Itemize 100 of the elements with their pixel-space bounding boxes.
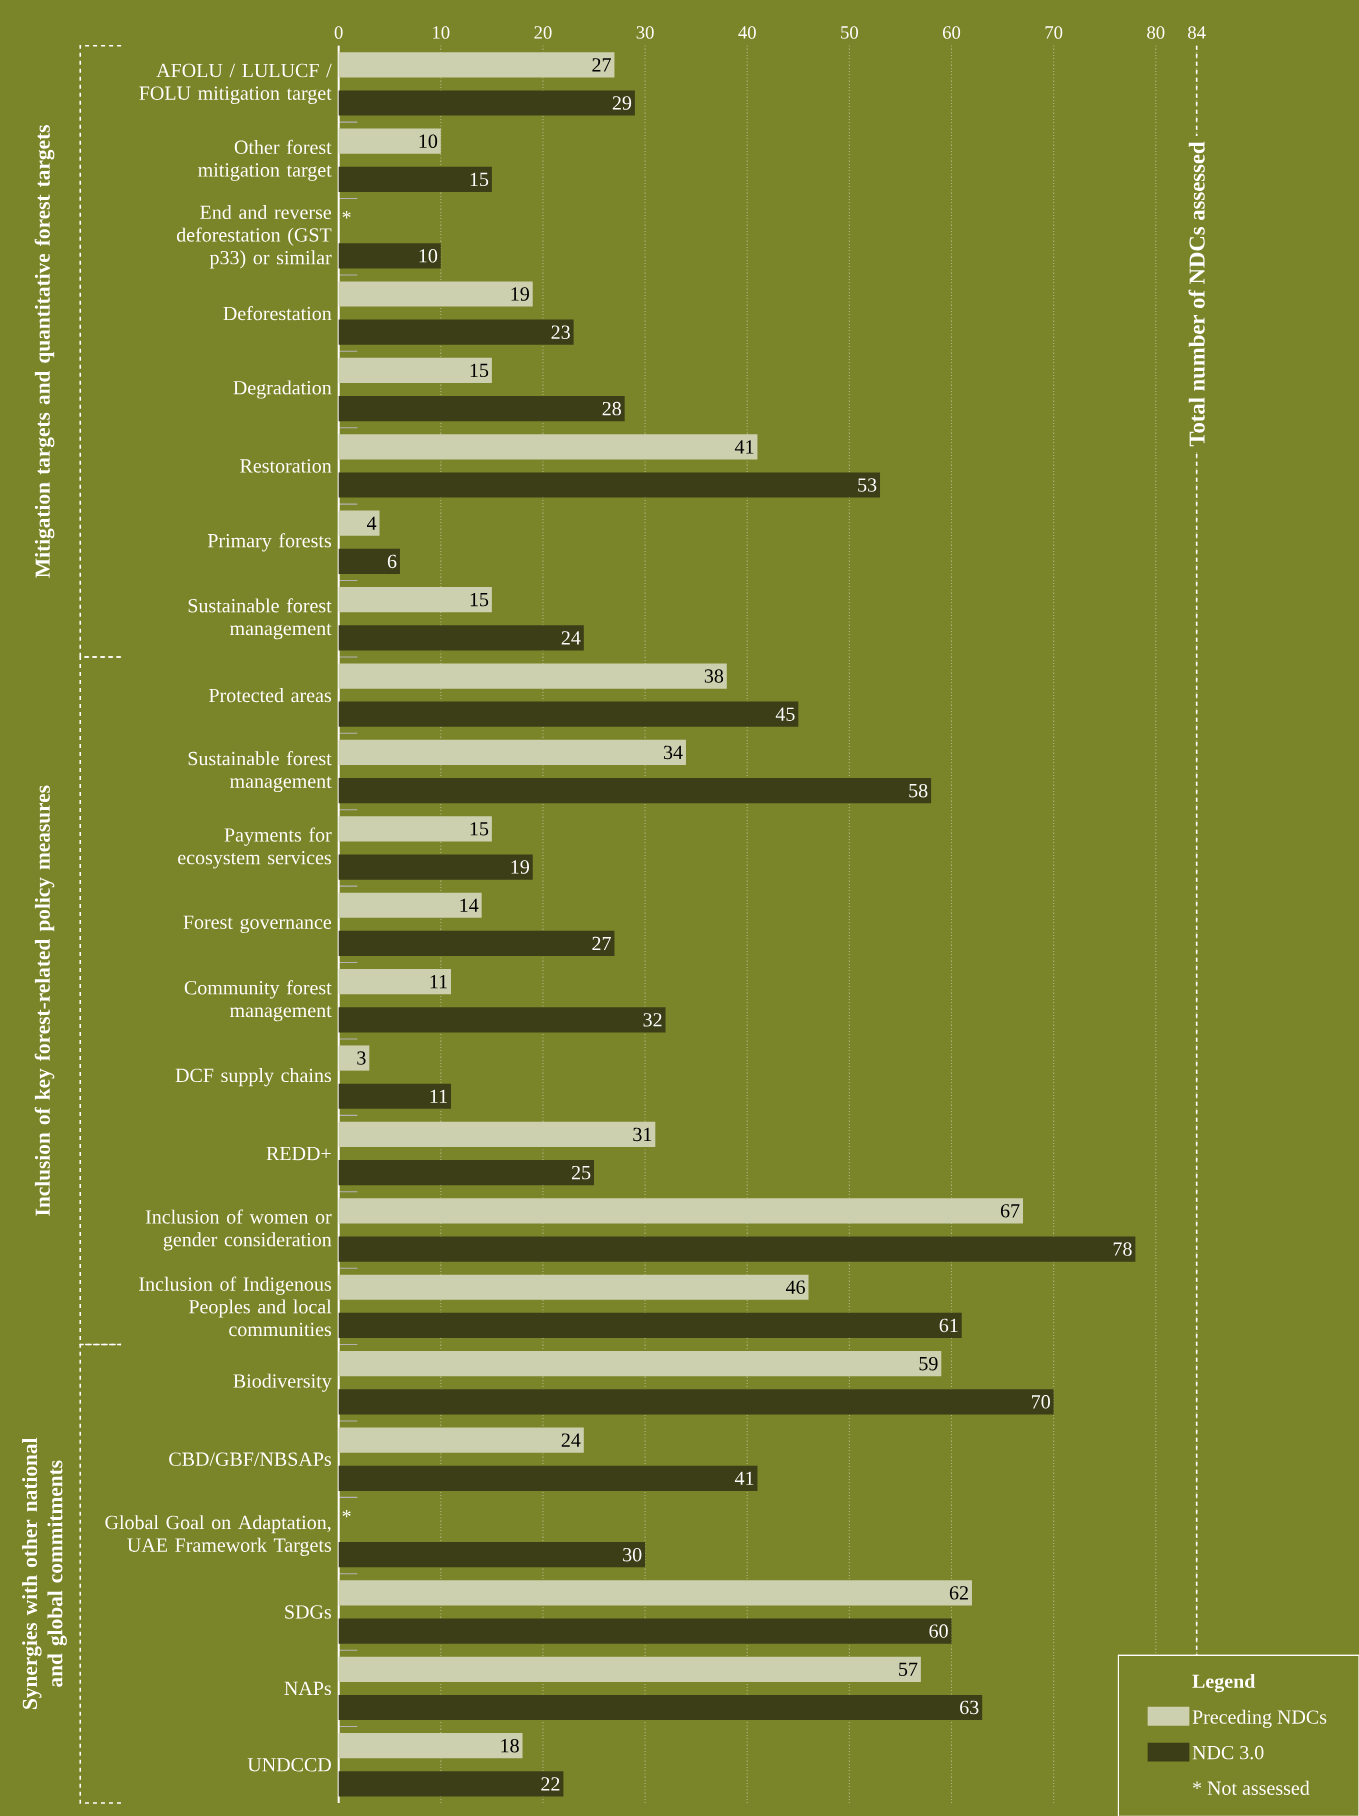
bar <box>338 1007 666 1033</box>
data-label: 30 <box>623 1547 642 1562</box>
bar <box>338 128 441 154</box>
legend-label: NDC 3.0 <box>1192 1745 1264 1760</box>
bar <box>338 1694 983 1721</box>
x-tick-label: 30 <box>636 26 654 39</box>
data-label: 19 <box>511 287 529 301</box>
bar <box>338 1427 584 1453</box>
bar <box>338 930 615 957</box>
data-label: 11 <box>430 1089 447 1103</box>
text: * <box>342 1509 351 1518</box>
x-tick-label: 20 <box>534 26 552 39</box>
bar <box>338 1351 942 1377</box>
bar <box>338 166 492 193</box>
ref-line-label: Total number of NDCs assessed <box>1188 141 1205 447</box>
y-tick-label: Inclusion of women or gender consideration <box>145 1209 332 1251</box>
bar <box>338 1580 972 1606</box>
bar <box>338 1198 1024 1224</box>
data-label: 53 <box>858 478 877 492</box>
bar <box>338 854 533 880</box>
data-label: 46 <box>785 1280 805 1294</box>
bar <box>338 90 635 116</box>
x-tick-label: 70 <box>1045 26 1063 39</box>
data-label: 10 <box>419 249 438 263</box>
y-tick-label: Degradation <box>233 380 332 399</box>
bar <box>338 663 727 689</box>
data-label: 60 <box>929 1624 948 1638</box>
bar <box>338 625 584 651</box>
y-tick-label: Inclusion of Indigenous Peoples and local communities <box>139 1276 332 1337</box>
data-label: 63 <box>960 1700 979 1715</box>
bar <box>338 319 574 345</box>
x-tick-label: 10 <box>433 26 450 39</box>
bar <box>338 701 799 727</box>
x-tick-label: 0 <box>334 26 343 39</box>
data-label: 28 <box>602 401 621 416</box>
bar <box>338 1312 962 1339</box>
bar <box>338 396 625 422</box>
bar <box>338 472 881 498</box>
bar <box>338 892 482 918</box>
bar <box>338 1274 809 1300</box>
y-tick-label: Community forest management <box>184 980 332 1022</box>
data-label: 10 <box>419 134 438 148</box>
bar <box>338 510 380 536</box>
data-label: 41 <box>734 440 754 454</box>
y-tick-label: DCF supply chains <box>175 1068 331 1087</box>
y-tick-label: CBD/GBF/NBSAPs <box>169 1452 331 1466</box>
bar <box>338 1618 952 1644</box>
data-label: 6 <box>387 554 397 569</box>
data-label: 19 <box>511 860 529 874</box>
bar <box>338 1733 523 1759</box>
y-tick-label: Payments for ecosystem services <box>178 827 332 869</box>
data-label: 15 <box>470 592 489 607</box>
bar <box>338 434 758 460</box>
y-tick-label: Deforestation <box>223 305 332 321</box>
bar <box>338 1656 921 1682</box>
data-label: 22 <box>541 1777 560 1791</box>
data-label: 14 <box>460 898 479 912</box>
y-tick-label: Other forest mitigation target <box>198 139 332 181</box>
text: Inclusion of key forest-related policy measures <box>34 785 55 1216</box>
data-label: 41 <box>734 1471 754 1485</box>
data-label: 67 <box>1000 1204 1020 1218</box>
data-label: 25 <box>571 1165 591 1180</box>
bar <box>338 739 686 766</box>
data-label: 23 <box>551 325 570 339</box>
data-label: 34 <box>663 745 683 760</box>
legend-title: Legend <box>1192 1673 1256 1693</box>
data-label: 32 <box>643 1013 662 1027</box>
y-tick-label: UNDCCD <box>247 1758 331 1772</box>
bar <box>338 243 441 269</box>
x-tick-label: 80 <box>1147 26 1165 39</box>
legend-label: Preceding NDCs <box>1192 1709 1327 1728</box>
x-tick-label: 60 <box>942 26 961 39</box>
data-label: 78 <box>1113 1242 1132 1256</box>
text: * <box>342 211 351 219</box>
data-label: 24 <box>561 1433 581 1447</box>
bar <box>338 1121 656 1148</box>
data-label: 15 <box>470 363 489 378</box>
y-tick-label: End and reverse deforestation (GST p33) or similar <box>176 204 332 269</box>
data-label: 59 <box>919 1356 938 1371</box>
data-label: 27 <box>592 58 611 72</box>
y-tick-label: Protected areas <box>209 688 332 703</box>
bar <box>338 1389 1054 1415</box>
data-label: 29 <box>612 96 632 110</box>
bar <box>338 587 492 613</box>
bar <box>338 969 452 995</box>
y-tick-label: SDGs <box>285 1605 331 1619</box>
bar <box>338 1160 595 1186</box>
data-label: 38 <box>704 669 724 683</box>
data-label: 45 <box>775 707 795 721</box>
data-label: 27 <box>592 936 611 951</box>
y-tick-label: NAPs <box>284 1681 331 1696</box>
text: Mitigation targets and quantitative forest targets <box>34 125 55 578</box>
y-tick-label: Global Goal on Adaptation, UAE Framework Targets <box>105 1515 332 1556</box>
y-tick-label: Restoration <box>240 459 332 473</box>
data-label: 70 <box>1032 1395 1050 1409</box>
data-label: 4 <box>366 516 377 530</box>
data-label: 3 <box>357 1051 366 1065</box>
bar <box>338 52 615 78</box>
x-tick-label: 40 <box>738 26 756 39</box>
bar <box>338 816 492 842</box>
